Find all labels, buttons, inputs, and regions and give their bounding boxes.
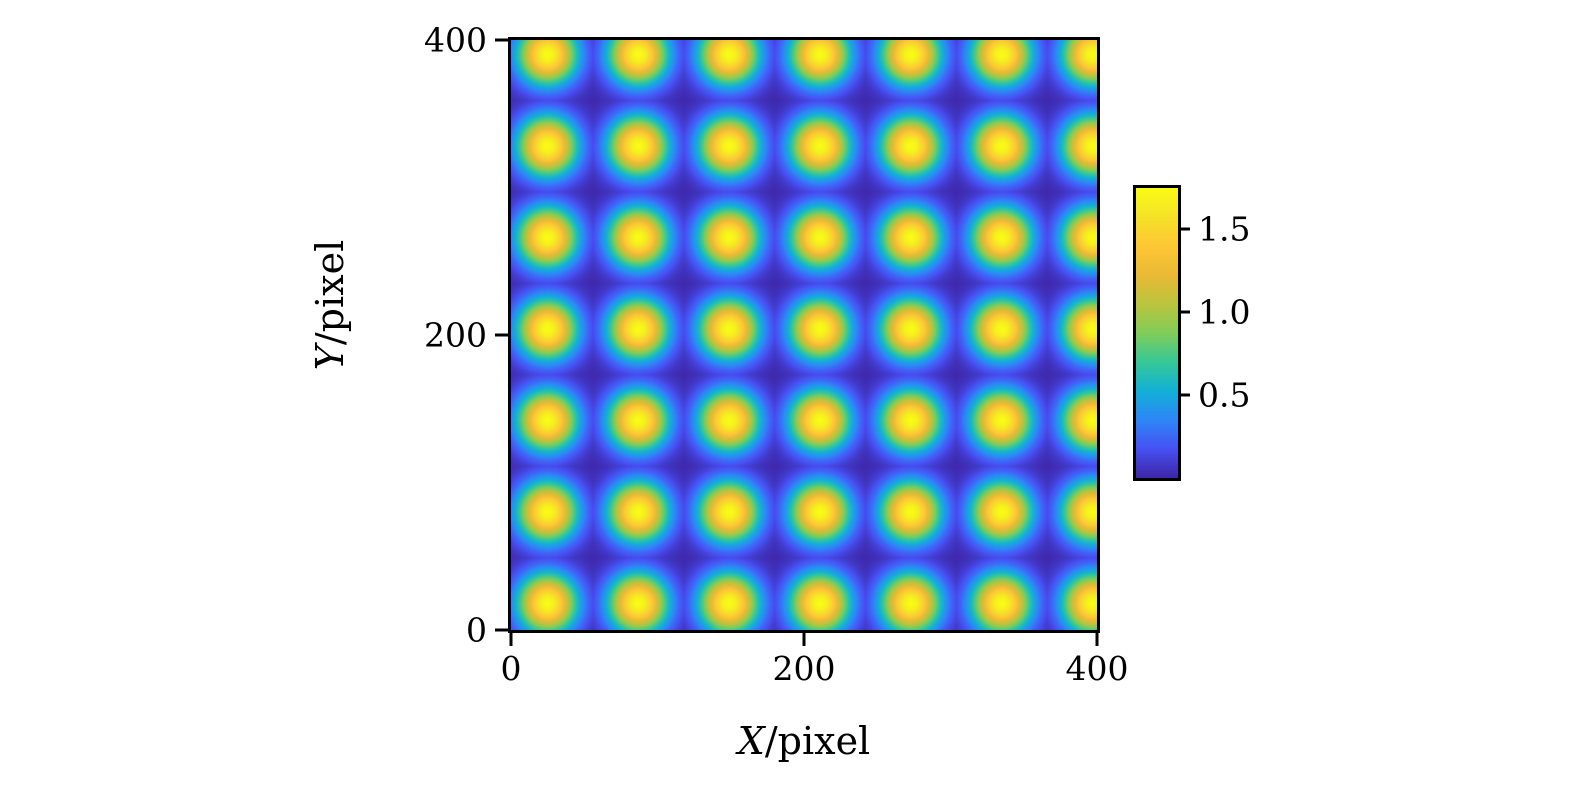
y-axis-variable: Y [308, 345, 352, 371]
colorbar-tick-mark [1181, 227, 1190, 231]
x-axis-tick-mark [802, 633, 806, 646]
x-axis-tick-label: 0 [500, 649, 522, 688]
heatmap-plot: 0 200 400 0 200 400 [424, 24, 1129, 686]
colorbar: 0.5 1.0 1.5 [1133, 185, 1250, 481]
colorbar-tick-mark [1181, 393, 1190, 397]
y-axis-tick-mark [495, 38, 508, 42]
y-axis-tick-label: 400 [424, 20, 487, 60]
x-axis-variable: X [737, 719, 765, 763]
colorbar-tick-label: 0.5 [1198, 375, 1251, 415]
heatmap-image [511, 40, 1097, 630]
x-axis-tick-label: 400 [1065, 649, 1129, 688]
y-axis-label: Y/pixel [308, 239, 352, 371]
y-axis-tick-label: 200 [424, 315, 487, 355]
x-axis-label: X/pixel [738, 722, 870, 760]
y-axis-unit: /pixel [308, 239, 352, 346]
y-axis-tick-label: 0 [466, 610, 487, 650]
x-axis-tick-label: 200 [772, 649, 836, 688]
y-axis-tick-mark [495, 628, 508, 632]
x-axis-tick-mark [1095, 633, 1099, 646]
colorbar-tick-mark [1181, 310, 1190, 314]
colorbar-tick-label: 1.0 [1198, 292, 1251, 332]
colorbar-tick-label: 1.5 [1198, 209, 1251, 249]
y-axis-tick-mark [495, 333, 508, 337]
x-axis-unit: /pixel [764, 719, 871, 763]
x-axis-tick-mark [509, 633, 513, 646]
colorbar-gradient [1136, 188, 1178, 478]
